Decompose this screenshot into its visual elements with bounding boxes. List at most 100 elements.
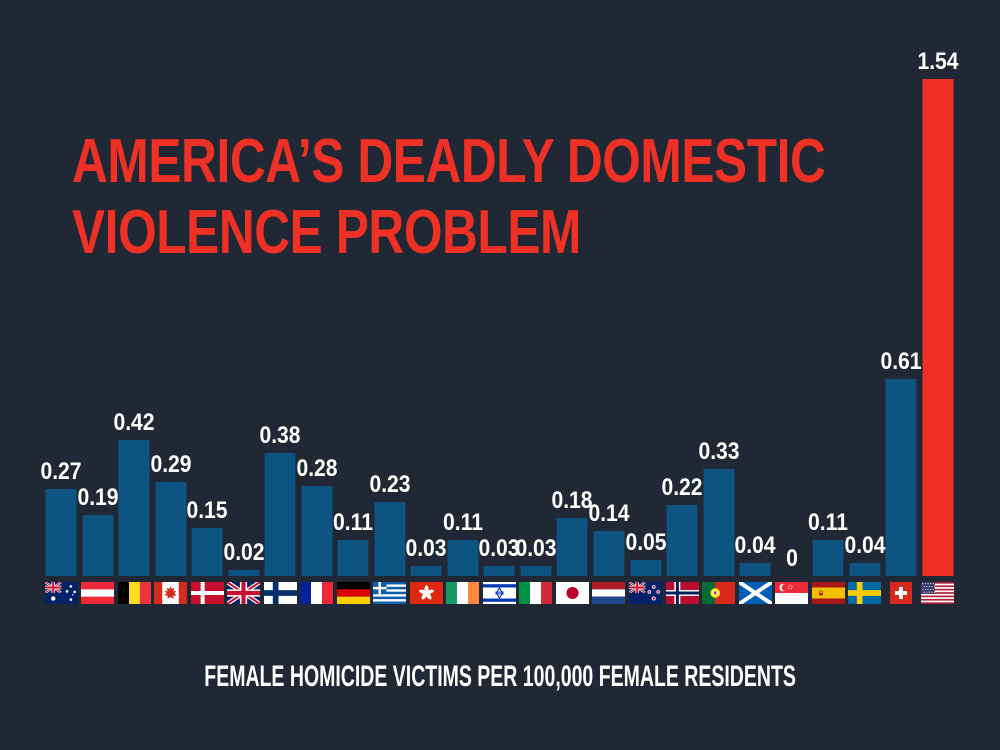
new-zealand-flag-icon <box>627 582 664 604</box>
bar-value-label: 0.02 <box>223 539 265 566</box>
bar-portugal <box>703 469 735 576</box>
finland-flag-icon <box>262 582 299 604</box>
bar-value-label: 1.54 <box>917 48 959 75</box>
bar-united-kingdom <box>228 570 260 576</box>
bar-israel <box>483 566 515 576</box>
bar-group-austria: 0.19 <box>77 79 119 576</box>
canada-flag-icon <box>153 582 190 604</box>
bar-value-label: 0.29 <box>150 451 192 478</box>
bar-group-canada: 0.29 <box>150 79 192 576</box>
bar-denmark <box>191 528 223 576</box>
bar-group-new-zealand: 0.05 <box>625 79 666 576</box>
ireland-flag-icon <box>445 582 482 604</box>
title-line-2: VIOLENCE PROBLEM <box>72 198 581 267</box>
australia-flag-icon <box>43 582 80 604</box>
bar-group-france: 0.28 <box>296 79 338 576</box>
caption-wrap: FEMALE HOMICIDE VICTIMS PER 100,000 FEMA… <box>0 660 1000 694</box>
bar-value-label: 0.38 <box>259 422 301 449</box>
bar-switzerland <box>885 379 917 576</box>
israel-flag-icon <box>481 582 518 604</box>
bar-group-norway: 0.22 <box>661 79 703 576</box>
bar-group-hong-kong: 0.03 <box>405 79 447 576</box>
bar-value-label: 0.04 <box>734 532 776 559</box>
bar-group-denmark: 0.15 <box>187 79 228 576</box>
bar-value-label: 0.11 <box>442 509 483 536</box>
bar-group-scotland: 0.04 <box>734 79 776 576</box>
bar-germany <box>337 540 369 576</box>
netherlands-flag-icon <box>591 582 628 604</box>
bar-group-united-kingdom: 0.02 <box>223 79 265 576</box>
bar-hong-kong <box>410 566 442 576</box>
bar-group-israel: 0.03 <box>478 79 520 576</box>
bar-finland <box>264 453 296 576</box>
bar-chart: 0.27 0.19 0.42 0.29 0.15 0.02 0.38 0.28 0.11 0.23… <box>40 50 958 576</box>
bar-value-label: 0.22 <box>661 474 703 501</box>
bar-value-label: 0.03 <box>515 535 557 562</box>
bar-group-australia: 0.27 <box>40 79 82 576</box>
hong-kong-flag-icon <box>408 582 445 604</box>
bar-sweden <box>849 563 881 576</box>
germany-flag-icon <box>335 582 372 604</box>
norway-flag-icon <box>664 582 701 604</box>
bar-new-zealand <box>630 560 661 576</box>
bar-netherlands <box>593 531 625 576</box>
spain-flag-icon <box>810 582 847 604</box>
bar-group-united-states: 1.54 <box>917 50 958 576</box>
bar-group-germany: 0.11 <box>333 79 374 576</box>
bar-value-label: 0.03 <box>405 535 447 562</box>
japan-flag-icon <box>554 582 591 604</box>
bar-belgium <box>118 440 150 576</box>
bar-value-label: 0.23 <box>369 471 411 498</box>
bar-scotland <box>739 563 771 576</box>
bar-value-label: 0 <box>785 545 798 572</box>
bar-group-portugal: 0.33 <box>697 79 740 576</box>
scotland-flag-icon <box>737 582 774 604</box>
bar-value-label: 0.18 <box>551 487 594 514</box>
bar-group-singapore: 0 <box>773 79 810 576</box>
denmark-flag-icon <box>189 582 226 604</box>
flags-row <box>43 582 956 604</box>
bar-group-ireland: 0.11 <box>442 79 483 576</box>
bar-value-label: 0.03 <box>478 535 520 562</box>
belgium-flag-icon <box>116 582 153 604</box>
bar-value-label: 0.11 <box>808 509 849 536</box>
bar-value-label: 0.28 <box>296 455 338 482</box>
bar-group-greece: 0.23 <box>369 79 411 576</box>
bar-ireland <box>447 540 479 576</box>
bar-value-label: 0.04 <box>844 532 886 559</box>
portugal-flag-icon <box>700 582 737 604</box>
chart-caption: FEMALE HOMICIDE VICTIMS PER 100,000 FEMA… <box>204 660 796 693</box>
bar-austria <box>82 515 114 576</box>
sweden-flag-icon <box>846 582 883 604</box>
italy-flag-icon <box>518 582 555 604</box>
title-line-1: AMERICA’S DEADLY DOMESTIC <box>72 127 826 196</box>
france-flag-icon <box>299 582 336 604</box>
poster-title: AMERICA’S DEADLY DOMESTIC VIOLENCE PROBL… <box>72 126 1000 268</box>
bar-group-spain: 0.11 <box>808 79 849 576</box>
bar-group-netherlands: 0.14 <box>588 79 630 576</box>
bar-value-label: 0.11 <box>333 509 374 536</box>
bar-italy <box>520 566 552 576</box>
bar-value-label: 0.27 <box>40 458 82 485</box>
united-states-flag-icon <box>919 582 956 604</box>
bar-group-sweden: 0.04 <box>844 79 886 576</box>
united-kingdom-flag-icon <box>226 582 263 604</box>
bar-value-label: 0.19 <box>77 484 119 511</box>
bar-spain <box>812 540 844 576</box>
bar-france <box>301 486 333 576</box>
singapore-flag-icon <box>773 582 810 604</box>
bar-value-label: 0.14 <box>588 500 630 527</box>
bar-value-label: 0.33 <box>697 438 740 465</box>
bar-canada <box>155 482 187 576</box>
bar-group-italy: 0.03 <box>515 79 557 576</box>
bar-group-switzerland: 0.61 <box>881 79 922 576</box>
bar-united-states <box>922 79 954 576</box>
bar-group-japan: 0.18 <box>551 79 594 576</box>
bar-norway <box>666 505 698 576</box>
greece-flag-icon <box>372 582 409 604</box>
switzerland-flag-icon <box>883 582 920 604</box>
bar-group-finland: 0.38 <box>259 79 301 576</box>
bar-value-label: 0.42 <box>113 409 155 436</box>
bar-group-belgium: 0.42 <box>113 79 155 576</box>
